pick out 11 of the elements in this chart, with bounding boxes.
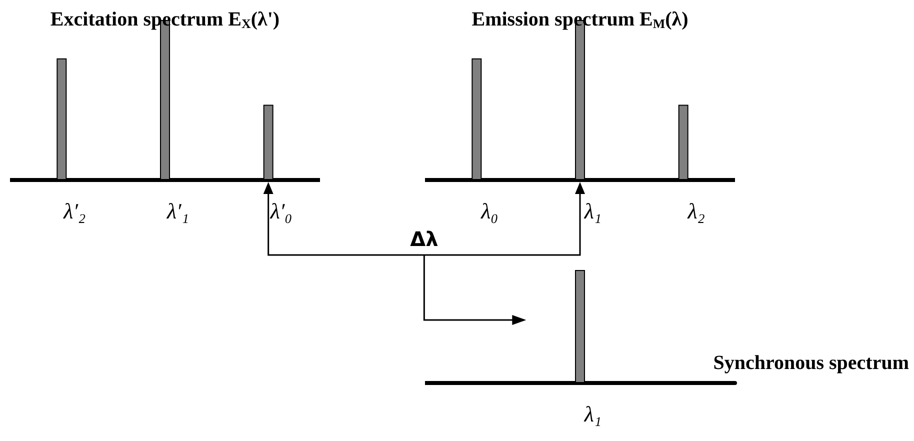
x-tick-label: λ′₀ <box>269 198 292 224</box>
chart-title: Emission spectrum EM(λ) <box>472 8 688 31</box>
x-tick-label: λ₁ <box>583 402 602 426</box>
x-tick-label: λ₀ <box>480 198 498 224</box>
x-tick-label: λ₂ <box>686 198 706 224</box>
x-tick-label: λ′₁ <box>166 198 189 224</box>
chart-title: Excitation spectrum EX(λ') <box>50 8 280 31</box>
text: Synchronous spectrum <box>713 352 910 374</box>
text: Δλ <box>410 227 438 251</box>
x-tick-label: λ′₂ <box>62 198 86 224</box>
x-tick-label: λ₁ <box>583 198 602 224</box>
